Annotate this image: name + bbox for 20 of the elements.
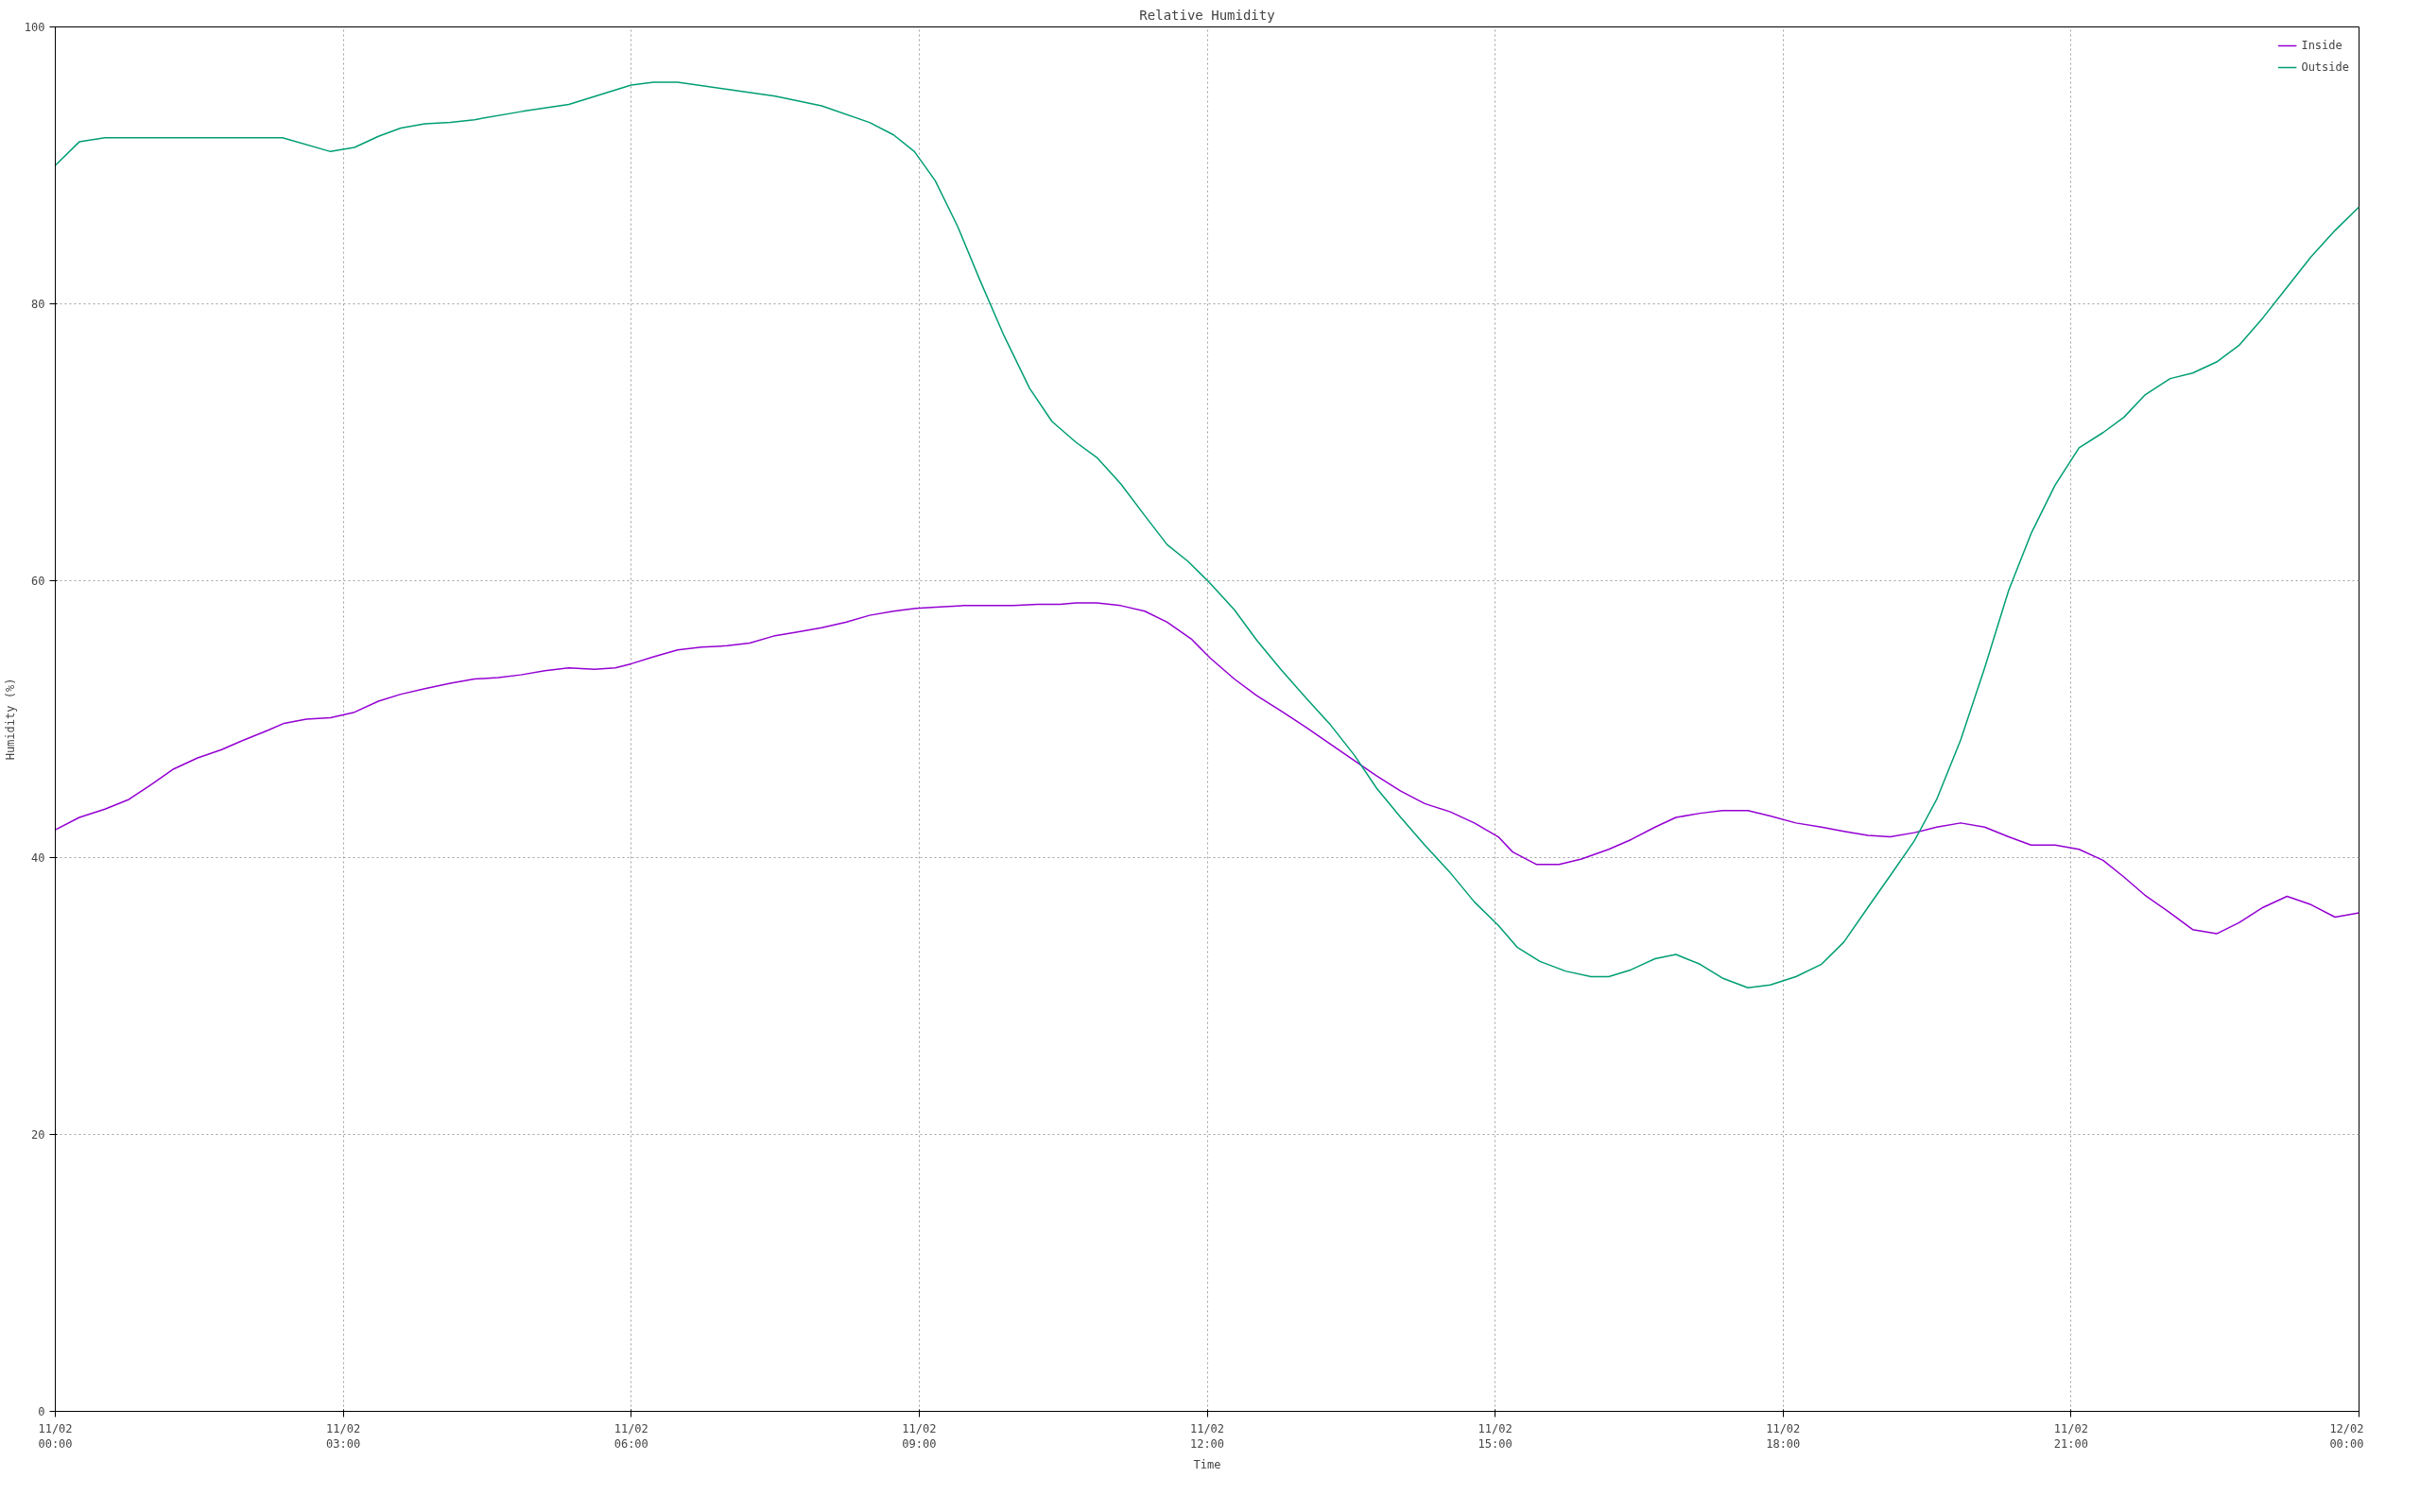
x-tick-label: 11/02 12:00: [1189, 1421, 1225, 1452]
y-tick-label: 0: [38, 1405, 45, 1418]
chart-title: Relative Humidity: [1139, 7, 1275, 23]
x-tick-label: 12/02 00:00: [2329, 1421, 2364, 1452]
x-tick-label: 11/02 09:00: [902, 1421, 937, 1452]
x-tick-label: 11/02 06:00: [614, 1421, 648, 1452]
y-tick-label: 20: [31, 1128, 45, 1142]
legend-label: Inside: [2301, 39, 2342, 52]
y-axis-title: Humidity (%): [3, 678, 17, 761]
legend-label: Outside: [2301, 60, 2349, 74]
x-tick-label: 11/02 21:00: [2053, 1421, 2088, 1452]
x-axis-title: Time: [1193, 1458, 1221, 1472]
x-tick-label: 11/02 18:00: [1766, 1421, 1801, 1452]
y-tick-label: 100: [24, 21, 45, 34]
y-tick-label: 40: [31, 851, 45, 865]
x-tick-label: 11/02 00:00: [38, 1421, 73, 1452]
y-tick-label: 80: [31, 298, 45, 311]
y-tick-label: 60: [31, 575, 45, 588]
x-tick-label: 11/02 03:00: [326, 1421, 361, 1452]
x-tick-label: 11/02 15:00: [1478, 1421, 1512, 1452]
